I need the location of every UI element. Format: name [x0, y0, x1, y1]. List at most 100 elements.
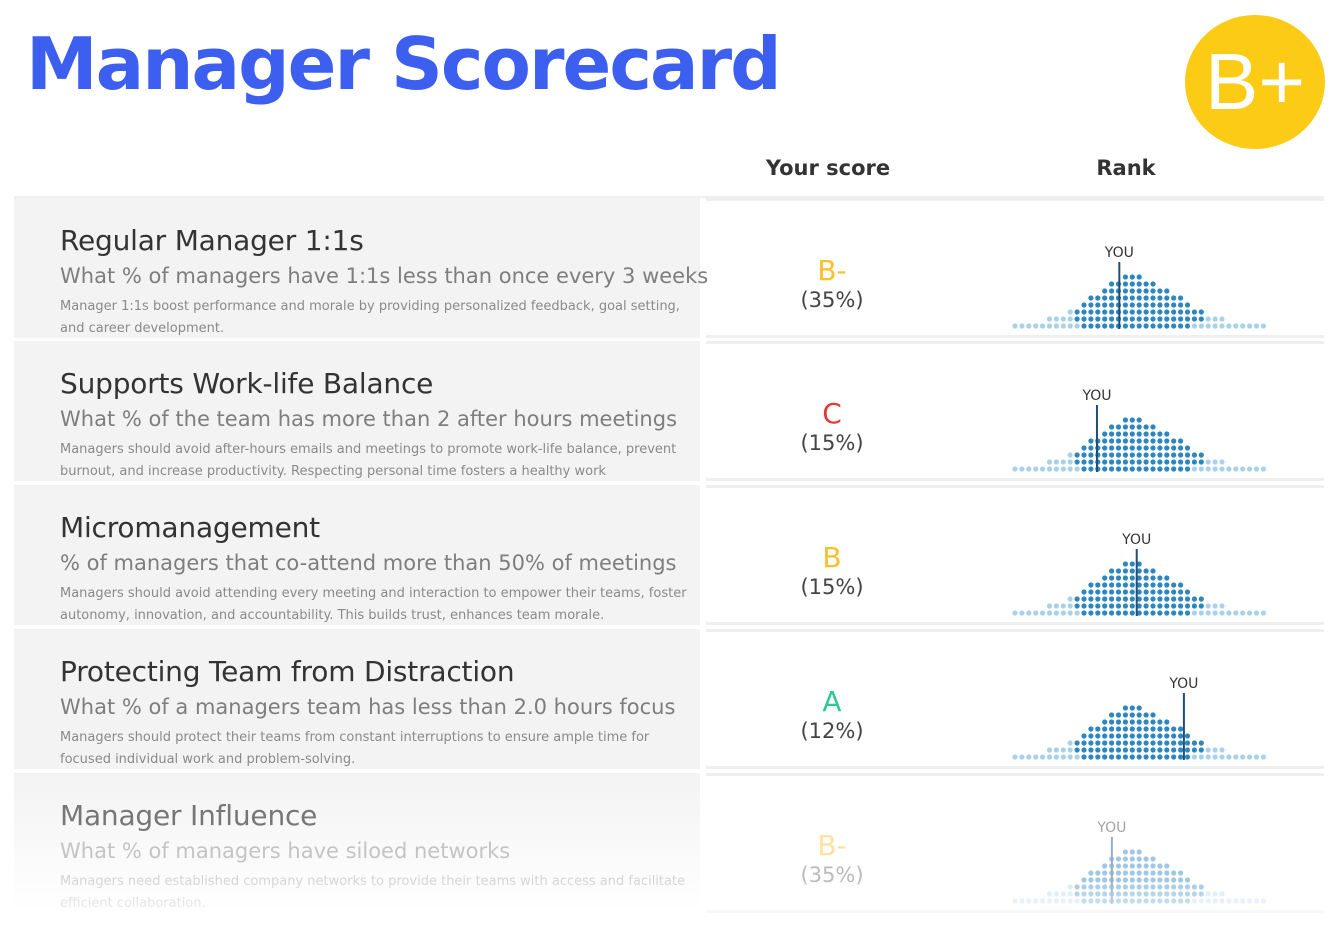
rank-dot	[1212, 323, 1218, 329]
rank-dot	[1109, 754, 1115, 760]
rank-dot	[1046, 466, 1053, 472]
rank-dot	[1150, 863, 1156, 869]
rank-dot	[1026, 466, 1032, 472]
rank-dot	[1171, 740, 1177, 746]
rank-dot	[1136, 295, 1142, 301]
rank-dot	[1219, 466, 1225, 472]
rank-dot	[1102, 596, 1108, 602]
rank-dot	[1102, 302, 1108, 308]
rank-dot	[1143, 316, 1149, 322]
rank-dot	[1260, 610, 1266, 616]
rank-dot	[1109, 452, 1115, 458]
rank-dot	[1171, 459, 1177, 465]
rank-dot	[1095, 610, 1101, 616]
rank-dot	[1164, 323, 1170, 329]
rank-dot	[1122, 719, 1128, 725]
rank-dot	[1150, 323, 1156, 329]
rank-dot	[1171, 596, 1177, 602]
rank-dot	[1081, 466, 1087, 472]
rank-dot	[1164, 302, 1170, 308]
rank-dot	[1129, 417, 1135, 423]
rank-dot	[1102, 466, 1108, 472]
metric-percent: (15%)	[800, 575, 864, 599]
rank-dot	[1026, 610, 1032, 616]
rank-dot	[1102, 309, 1108, 315]
rank-dot	[1184, 733, 1191, 739]
rank-dot	[1122, 575, 1128, 581]
rank-dot	[1150, 295, 1156, 301]
rank-dot	[1143, 719, 1149, 725]
rank-dot	[1191, 309, 1197, 315]
rank-dot	[1184, 603, 1191, 609]
metric-row-one-on-ones: Regular Manager 1:1s What % of managers …	[0, 198, 1344, 338]
rank-dot	[1178, 452, 1184, 458]
rank-dot	[1247, 754, 1253, 760]
rank-dot	[1102, 610, 1108, 616]
rank-dot	[1115, 424, 1122, 430]
rank-dot	[1081, 309, 1087, 315]
rank-dot	[1109, 582, 1115, 588]
rank-dot	[1067, 316, 1073, 322]
rank-dot	[1143, 302, 1149, 308]
rank-dot	[1040, 323, 1046, 329]
rank-dot	[1081, 733, 1087, 739]
rank-dot	[1226, 466, 1232, 472]
rank-dot	[1191, 747, 1197, 753]
rank-dot	[1212, 316, 1218, 322]
rank-dot	[1129, 754, 1135, 760]
rank-dot	[1184, 459, 1191, 465]
rank-dot	[1115, 856, 1122, 862]
metric-description: Managers should protect their teams from…	[60, 730, 650, 767]
rank-dot	[1219, 754, 1225, 760]
rank-dot	[1109, 431, 1115, 437]
rank-dot	[1143, 575, 1149, 581]
rank-dot	[1191, 596, 1197, 602]
rank-dot	[1178, 754, 1184, 760]
rank-dot	[1102, 575, 1108, 581]
rank-dot	[1060, 459, 1066, 465]
rank-dot	[1040, 754, 1046, 760]
rank-dot	[1136, 459, 1142, 465]
rank-dot	[1178, 316, 1184, 322]
rank-dot	[1171, 603, 1177, 609]
rank-dot	[1164, 719, 1170, 725]
rank-dot	[1205, 466, 1211, 472]
page-title: Manager Scorecard	[26, 22, 782, 106]
rank-dot	[1136, 863, 1142, 869]
header-divider	[14, 196, 1324, 198]
rank-dot	[1109, 424, 1115, 430]
rank-dot	[1046, 747, 1053, 753]
rank-dot	[1150, 424, 1156, 430]
rank-dot	[1115, 589, 1122, 595]
metric-title: Micromanagement	[60, 511, 320, 544]
rank-dot	[1122, 288, 1128, 294]
rank-dot	[1074, 452, 1080, 458]
metric-info-panel	[14, 485, 700, 625]
rank-dot	[1115, 719, 1122, 725]
rank-dot	[1226, 610, 1232, 616]
rank-dot	[1219, 603, 1225, 609]
rank-dot	[1115, 740, 1122, 746]
rank-dot	[1102, 295, 1108, 301]
rank-dot	[1171, 316, 1177, 322]
rank-dot	[1260, 754, 1266, 760]
rank-dot	[1150, 575, 1156, 581]
rank-dot	[1171, 610, 1177, 616]
rank-dot	[1253, 466, 1260, 472]
rank-dot	[1129, 719, 1135, 725]
rank-dot	[1088, 603, 1094, 609]
rank-dot	[1136, 747, 1142, 753]
rank-dot	[1226, 754, 1232, 760]
rank-dot	[1150, 733, 1156, 739]
rank-dot	[1129, 424, 1135, 430]
rank-dot	[1109, 459, 1115, 465]
rank-dot	[1184, 740, 1191, 746]
rank-dot	[1150, 870, 1156, 876]
rank-dot	[1102, 726, 1108, 732]
rank-dot	[1157, 295, 1163, 301]
rank-dot	[1088, 596, 1094, 602]
rank-dot	[1088, 459, 1094, 465]
rank-dot	[1060, 323, 1066, 329]
rank-dot	[1122, 274, 1128, 280]
rank-dot	[1178, 295, 1184, 301]
